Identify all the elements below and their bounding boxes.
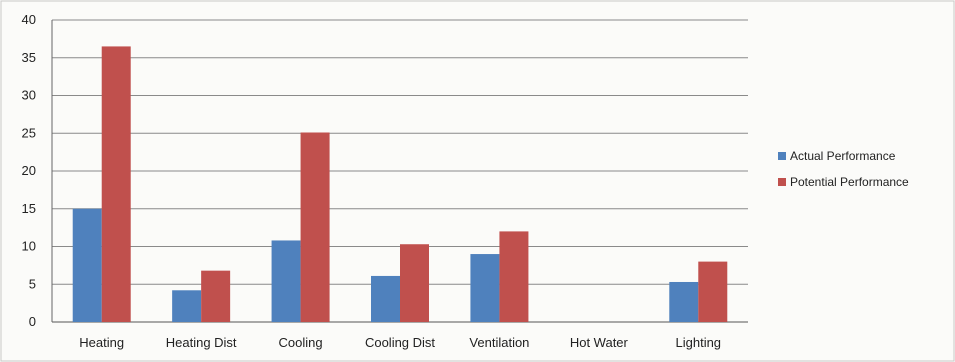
y-tick-label: 5	[29, 276, 36, 291]
bar-actual-heating-dist	[172, 290, 202, 322]
bar-potential-cooling-dist	[400, 244, 429, 322]
legend-swatch	[778, 178, 786, 186]
bar-potential-lighting	[698, 261, 728, 322]
x-tick-label: Hot Water	[570, 335, 629, 350]
bar-actual-lighting	[669, 281, 699, 322]
bar-potential-heating	[101, 46, 131, 323]
bars	[72, 46, 728, 323]
legend-label: Potential Performance	[790, 175, 909, 189]
x-axis: Heating Heating Dist Cooling Cooling Dist Ve…	[79, 335, 721, 350]
bar-actual-ventilation	[470, 254, 500, 322]
bar-actual-heating	[72, 208, 102, 322]
y-tick-label: 35	[22, 50, 36, 65]
y-tick-label: 40	[22, 12, 36, 27]
x-tick-label: Ventilation	[469, 335, 529, 350]
y-tick-label: 0	[29, 314, 36, 329]
bar-potential-ventilation	[499, 231, 529, 322]
legend-swatch	[778, 152, 786, 160]
legend-label: Actual Performance	[790, 149, 896, 163]
y-tick-label: 10	[22, 239, 36, 254]
y-axis: 0 5 10 15 20 25 30 35 40	[22, 12, 53, 329]
gridlines	[52, 19, 748, 323]
bar-actual-cooling-dist	[371, 275, 400, 322]
x-tick-label: Cooling Dist	[365, 335, 435, 350]
bar-actual-cooling	[271, 240, 301, 322]
y-tick-label: 15	[22, 201, 36, 216]
legend: Actual Performance Potential Performance	[778, 149, 909, 189]
x-tick-label: Lighting	[676, 335, 722, 350]
x-tick-label: Heating	[79, 335, 124, 350]
x-tick-label: Cooling	[279, 335, 323, 350]
bar-potential-cooling	[300, 132, 330, 322]
y-tick-label: 25	[22, 125, 36, 140]
bar-potential-heating-dist	[201, 270, 231, 322]
y-tick-label: 20	[22, 163, 36, 178]
y-tick-label: 30	[22, 88, 36, 103]
x-tick-label: Heating Dist	[166, 335, 237, 350]
